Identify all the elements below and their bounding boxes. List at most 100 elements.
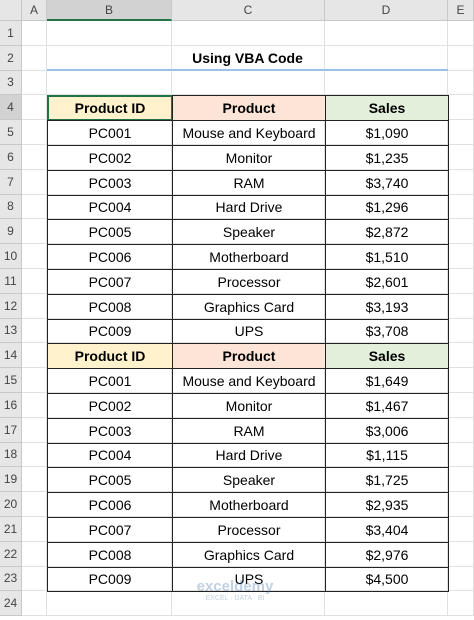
cell (47, 269, 172, 294)
cell (172, 492, 325, 517)
table-cell: Graphics Card (172, 293, 326, 320)
cell (172, 120, 325, 145)
cell (22, 541, 47, 567)
row-header: 6 (0, 145, 22, 170)
cell (22, 194, 47, 220)
table-header: Sales (325, 343, 449, 370)
cell (325, 269, 448, 294)
cell (22, 293, 47, 319)
table-cell: RAM (172, 169, 326, 196)
cell (172, 368, 325, 393)
row-header: 12 (0, 293, 22, 319)
cell (448, 219, 474, 245)
row-header: 11 (0, 269, 22, 294)
cell (22, 343, 47, 369)
table-cell: $4,500 (325, 566, 449, 593)
cell (448, 517, 474, 542)
table-cell: $2,601 (325, 269, 449, 295)
table-cell: PC005 (47, 219, 173, 246)
cell (448, 145, 474, 170)
table-cell: $1,725 (325, 467, 449, 494)
cell (325, 318, 448, 344)
cell (47, 368, 172, 393)
table-cell: Motherboard (172, 492, 326, 518)
cell (448, 492, 474, 517)
cell (22, 393, 47, 418)
cell (172, 417, 325, 443)
watermark-brand: exceldemy (196, 578, 274, 595)
cell (172, 219, 325, 245)
table-cell: PC006 (47, 244, 173, 270)
cell (47, 417, 172, 443)
row-header: 2 (0, 45, 22, 71)
cell (22, 45, 47, 71)
table-cell: Mouse and Keyboard (172, 368, 326, 394)
cell (172, 244, 325, 269)
cell (325, 492, 448, 517)
cell (325, 417, 448, 443)
title-underline (47, 68, 448, 71)
table-cell: PC009 (47, 566, 173, 593)
cell (448, 269, 474, 294)
column-header: B (47, 0, 172, 21)
cell (47, 145, 172, 170)
cell (325, 244, 448, 269)
table-cell: PC001 (47, 368, 173, 394)
cell (22, 417, 47, 443)
cell (448, 541, 474, 567)
table-cell: Monitor (172, 145, 326, 171)
cell (325, 541, 448, 567)
table-cell: $1,090 (325, 120, 449, 146)
table-cell: Mouse and Keyboard (172, 120, 326, 146)
cell (448, 293, 474, 319)
cell (47, 244, 172, 269)
cell (47, 467, 172, 493)
cell (325, 21, 448, 46)
cell (448, 169, 474, 195)
cell (47, 517, 172, 542)
column-header: D (325, 0, 448, 21)
cell (47, 318, 172, 344)
table-cell: $3,404 (325, 517, 449, 543)
cell (448, 120, 474, 145)
table-cell: Motherboard (172, 244, 326, 270)
corner (0, 0, 22, 21)
column-header: A (22, 0, 47, 21)
cell (47, 492, 172, 517)
table-header: Sales (325, 95, 449, 122)
cell (448, 70, 474, 96)
cell (47, 120, 172, 145)
cell (172, 541, 325, 567)
cell (325, 70, 448, 96)
cell (325, 442, 448, 468)
cell (172, 566, 325, 592)
cell (325, 566, 448, 592)
row-header: 21 (0, 517, 22, 542)
table-cell: $3,006 (325, 417, 449, 444)
table-cell: $1,467 (325, 393, 449, 419)
table-cell: PC008 (47, 293, 173, 320)
watermark: exceldemy EXCEL · DATA · BI (175, 572, 295, 608)
table-cell: $3,708 (325, 318, 449, 345)
cell (172, 517, 325, 542)
row-header: 8 (0, 194, 22, 220)
cell (325, 368, 448, 393)
cell (22, 318, 47, 344)
cell (172, 467, 325, 493)
table-cell: $1,115 (325, 442, 449, 469)
cell (47, 293, 172, 319)
table-cell: PC007 (47, 517, 173, 543)
cell (22, 169, 47, 195)
cell (172, 293, 325, 319)
column-header: E (448, 0, 474, 21)
cell (47, 169, 172, 195)
row-header: 5 (0, 120, 22, 145)
cell (325, 591, 448, 617)
cell (47, 566, 172, 592)
row-header: 22 (0, 541, 22, 567)
row-header: 3 (0, 70, 22, 96)
table-cell: $1,235 (325, 145, 449, 171)
cell (172, 393, 325, 418)
row-header: 1 (0, 21, 22, 46)
